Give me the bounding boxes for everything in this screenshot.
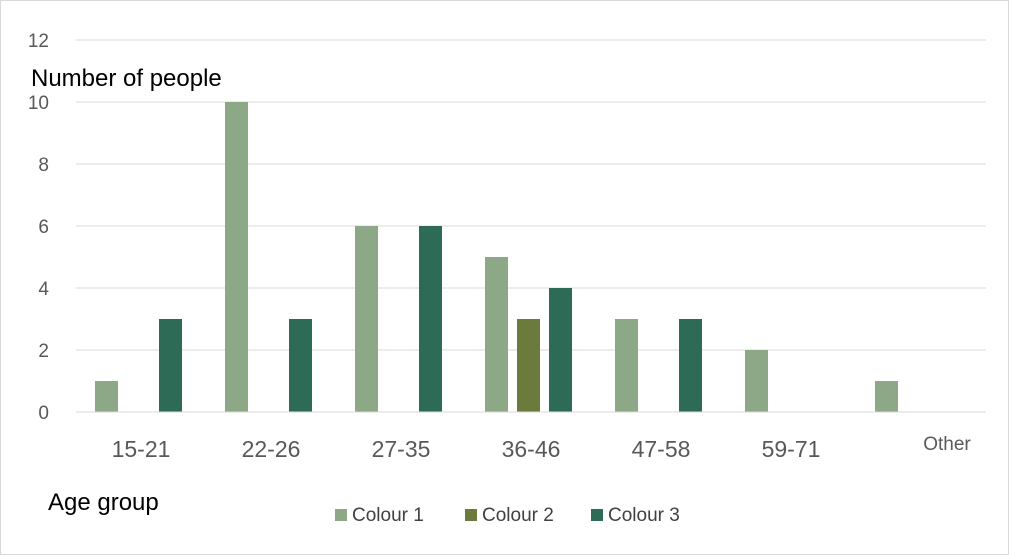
bar bbox=[289, 319, 312, 412]
legend-swatch bbox=[591, 509, 603, 521]
y-tick-label: 10 bbox=[28, 93, 49, 114]
x-tick-label: 15-21 bbox=[112, 436, 171, 462]
bar bbox=[419, 226, 442, 412]
y-tick-label: 0 bbox=[38, 403, 49, 424]
legend-swatch bbox=[465, 509, 477, 521]
bar bbox=[485, 257, 508, 412]
y-tick-label: 2 bbox=[38, 341, 49, 362]
bar bbox=[159, 319, 182, 412]
bar bbox=[679, 319, 702, 412]
bar bbox=[95, 381, 118, 412]
x-tick-label: 59-71 bbox=[762, 436, 821, 462]
bars bbox=[95, 102, 898, 412]
x-tick-label: 36-46 bbox=[502, 436, 561, 462]
x-tick-label: Other bbox=[923, 434, 971, 455]
bar bbox=[549, 288, 572, 412]
bar bbox=[745, 350, 768, 412]
bar bbox=[615, 319, 638, 412]
legend-label: Colour 3 bbox=[608, 505, 680, 526]
x-tick-label: 27-35 bbox=[372, 436, 431, 462]
x-tick-label: 22-26 bbox=[242, 436, 301, 462]
bar bbox=[225, 102, 248, 412]
bar bbox=[875, 381, 898, 412]
legend-swatch bbox=[335, 509, 347, 521]
legend-label: Colour 1 bbox=[352, 505, 424, 526]
y-tick-label: 12 bbox=[28, 31, 49, 52]
x-axis-title: Age group bbox=[48, 489, 159, 516]
y-axis-ticks: 0 2 4 6 8 10 12 bbox=[28, 31, 50, 424]
x-axis-ticks: 15-21 22-26 27-35 36-46 47-58 59-71 Other bbox=[112, 434, 972, 462]
y-tick-label: 6 bbox=[38, 217, 49, 238]
x-tick-label: 47-58 bbox=[632, 436, 691, 462]
y-tick-label: 8 bbox=[38, 155, 49, 176]
bar bbox=[355, 226, 378, 412]
y-tick-label: 4 bbox=[38, 279, 49, 300]
legend-label: Colour 2 bbox=[482, 505, 554, 526]
bar bbox=[517, 319, 540, 412]
legend: Colour 1 Colour 2 Colour 3 bbox=[335, 505, 680, 526]
y-axis-title: Number of people bbox=[31, 65, 222, 92]
